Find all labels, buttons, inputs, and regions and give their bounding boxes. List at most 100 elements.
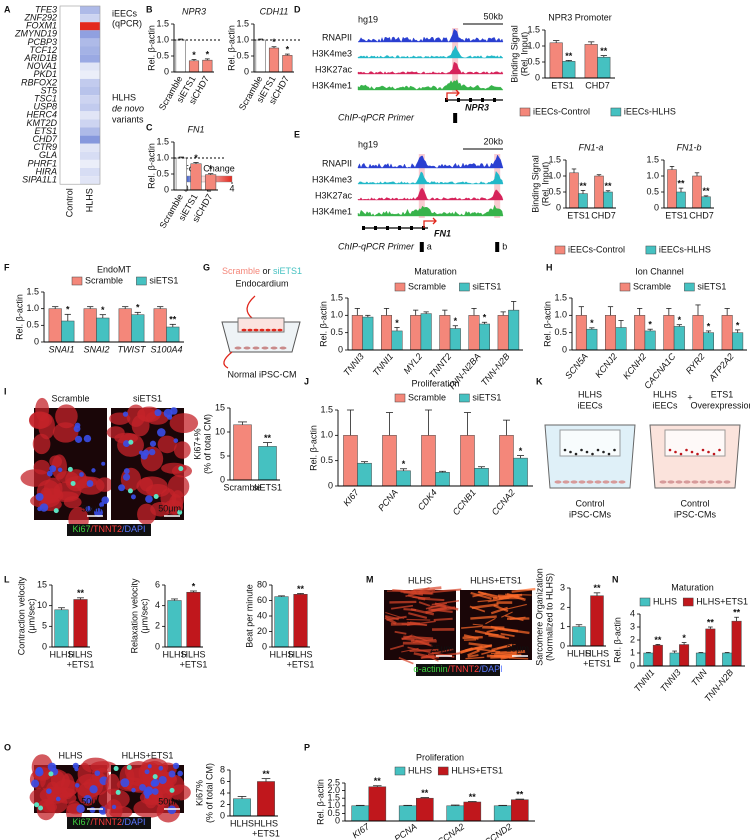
y-axis-label: Ki67+% bbox=[192, 428, 202, 459]
y-tick-label: 1.5 bbox=[548, 154, 561, 164]
image-label: HLHS bbox=[58, 750, 82, 760]
x-tick-label: HLHS bbox=[567, 648, 591, 658]
bar bbox=[652, 644, 663, 667]
panel-letter: O bbox=[4, 742, 11, 752]
cell bbox=[45, 781, 60, 802]
y-tick-label: 1.0 bbox=[156, 34, 169, 44]
bar bbox=[54, 609, 69, 648]
significance: * bbox=[736, 320, 740, 330]
bar bbox=[722, 652, 733, 667]
exon bbox=[362, 226, 365, 230]
bar bbox=[703, 332, 714, 351]
x-tick-label: +ETS1 bbox=[67, 659, 95, 669]
nucleus bbox=[76, 804, 85, 813]
y-tick-label: 0.5 bbox=[554, 327, 567, 337]
y-tick-label: 1 bbox=[560, 621, 565, 631]
treatment-part: siETS1 bbox=[273, 266, 302, 276]
bar bbox=[597, 56, 611, 79]
cell bbox=[707, 480, 715, 484]
bar bbox=[435, 472, 450, 487]
y-axis-label: (Rel. Input) bbox=[519, 32, 529, 77]
x-tick-label: TNNI3 bbox=[658, 667, 682, 693]
ki67 bbox=[38, 805, 44, 811]
y-tick-label: 20 bbox=[257, 626, 267, 636]
significance: * bbox=[402, 459, 406, 469]
y-axis-label: (% of total CM) bbox=[202, 414, 212, 474]
bar bbox=[667, 169, 677, 209]
bar bbox=[368, 786, 387, 822]
gene-label: ZMYND19 bbox=[14, 29, 57, 39]
fiber bbox=[501, 628, 530, 635]
gene-label: ZNF292 bbox=[23, 13, 57, 23]
bar bbox=[420, 313, 432, 351]
cell bbox=[578, 480, 586, 484]
legend-swatch bbox=[619, 282, 631, 292]
x-tick-label: CACNA1C bbox=[642, 351, 678, 391]
y-tick-label: 0.5 bbox=[156, 168, 169, 178]
nucleus bbox=[86, 480, 94, 487]
bar bbox=[166, 326, 180, 343]
significance: * bbox=[519, 446, 523, 456]
nucleus bbox=[72, 762, 79, 769]
note: iEECs bbox=[112, 8, 138, 18]
chart-title: EndoMT bbox=[97, 264, 132, 274]
cell bbox=[271, 328, 277, 332]
cell bbox=[49, 455, 62, 468]
legend-label: HLHS+ETS1 bbox=[451, 765, 503, 775]
fiber bbox=[470, 615, 497, 620]
ki67 bbox=[153, 493, 159, 499]
heat-cell bbox=[60, 46, 80, 55]
nucleus bbox=[83, 434, 92, 443]
heat-cell bbox=[80, 78, 100, 87]
cell bbox=[247, 328, 253, 332]
fiber bbox=[407, 646, 431, 654]
bar bbox=[615, 327, 627, 351]
primer-site: b bbox=[502, 241, 507, 251]
y-axis-label: Rel. β-actin bbox=[308, 425, 318, 471]
y-axis-label: Sarcomere Organization bbox=[534, 568, 544, 666]
y-axis-label: Rel. β-actin bbox=[612, 617, 622, 663]
bar bbox=[508, 309, 520, 351]
y-tick-label: 1.0 bbox=[646, 170, 659, 180]
exon bbox=[374, 226, 377, 230]
cell bbox=[602, 480, 610, 484]
x-tick-label: CHD7 bbox=[689, 210, 714, 220]
stain-part: /DAPI bbox=[479, 664, 503, 674]
heat-cell bbox=[60, 111, 80, 120]
y-tick-label: 2 bbox=[155, 621, 160, 631]
chart-title: NPR3 Promoter bbox=[548, 12, 612, 22]
significance: ** bbox=[593, 583, 601, 593]
heatmap-frame bbox=[59, 5, 101, 185]
column-label: Control bbox=[64, 188, 74, 217]
nucleus bbox=[173, 438, 179, 443]
fiber bbox=[433, 617, 453, 621]
y-tick-label: 2 bbox=[630, 634, 635, 644]
nucleus bbox=[168, 770, 176, 778]
fiber bbox=[419, 588, 436, 594]
bar bbox=[205, 174, 217, 191]
y-tick-label: 0 bbox=[328, 480, 333, 490]
x-tick-label: +ETS1 bbox=[252, 828, 280, 838]
significance: ** bbox=[77, 588, 85, 598]
x-tick-label: TNN bbox=[689, 667, 709, 688]
exon bbox=[469, 98, 472, 102]
cell bbox=[95, 477, 114, 492]
significance: ** bbox=[469, 792, 477, 802]
bar bbox=[676, 191, 686, 209]
x-tick-label: HLHS bbox=[49, 649, 73, 659]
bar bbox=[258, 446, 277, 481]
nucleus bbox=[83, 795, 92, 804]
well-label: iEECs bbox=[577, 400, 603, 410]
nucleus bbox=[142, 449, 150, 457]
y-tick-label: 1 bbox=[630, 647, 635, 657]
bar bbox=[48, 308, 62, 343]
bar bbox=[679, 644, 690, 667]
bar bbox=[732, 332, 744, 351]
cell bbox=[691, 480, 699, 484]
ki67 bbox=[67, 466, 73, 472]
y-axis-label: (Normalized to HLHS) bbox=[544, 573, 554, 661]
y-tick-label: 0 bbox=[560, 640, 565, 650]
nucleus bbox=[35, 768, 44, 777]
well-label: Control bbox=[575, 498, 604, 508]
bar bbox=[446, 805, 464, 822]
